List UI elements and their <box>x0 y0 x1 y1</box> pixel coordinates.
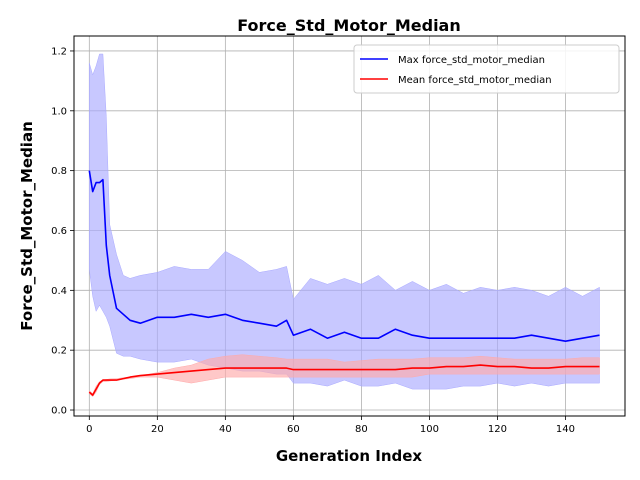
x-tick-label: 0 <box>86 424 92 435</box>
legend-label-1: Max force_std_motor_median <box>398 55 545 66</box>
x-tick-label: 100 <box>420 424 439 435</box>
y-tick-label: 0.2 <box>51 346 67 357</box>
y-axis-label: Force_Std_Motor_Median <box>18 121 36 331</box>
x-tick-label: 120 <box>488 424 507 435</box>
x-tick-label: 20 <box>151 424 164 435</box>
y-tick-label: 0.0 <box>51 406 67 417</box>
series-band-1 <box>89 53 600 390</box>
chart-title: Force_Std_Motor_Median <box>237 16 460 35</box>
series-line-1 <box>88 170 600 343</box>
y-tick-label: 0.8 <box>51 166 67 177</box>
y-tick-label: 0.6 <box>51 226 67 237</box>
y-tick-label: 0.4 <box>51 286 67 297</box>
y-axis-ticks: 0.0 0.2 0.4 0.6 0.8 1.0 1.2 <box>51 46 74 417</box>
x-tick-label: 80 <box>355 424 368 435</box>
x-tick-label: 60 <box>287 424 300 435</box>
x-tick-label: 140 <box>556 424 575 435</box>
series-line-2 <box>88 364 600 396</box>
legend-box <box>353 44 620 94</box>
legend: Max force_std_motor_median Mean force_std… <box>353 44 620 94</box>
y-tick-label: 1.0 <box>51 106 67 117</box>
legend-label-2: Mean force_std_motor_median <box>398 75 552 86</box>
plot-area-frame <box>73 35 626 417</box>
x-axis-label: Generation Index <box>276 447 423 465</box>
series-lines <box>88 170 600 396</box>
x-tick-label: 40 <box>219 424 232 435</box>
y-tick-label: 1.2 <box>51 46 67 57</box>
x-axis-ticks: 0 20 40 60 80 100 120 140 <box>86 416 575 435</box>
